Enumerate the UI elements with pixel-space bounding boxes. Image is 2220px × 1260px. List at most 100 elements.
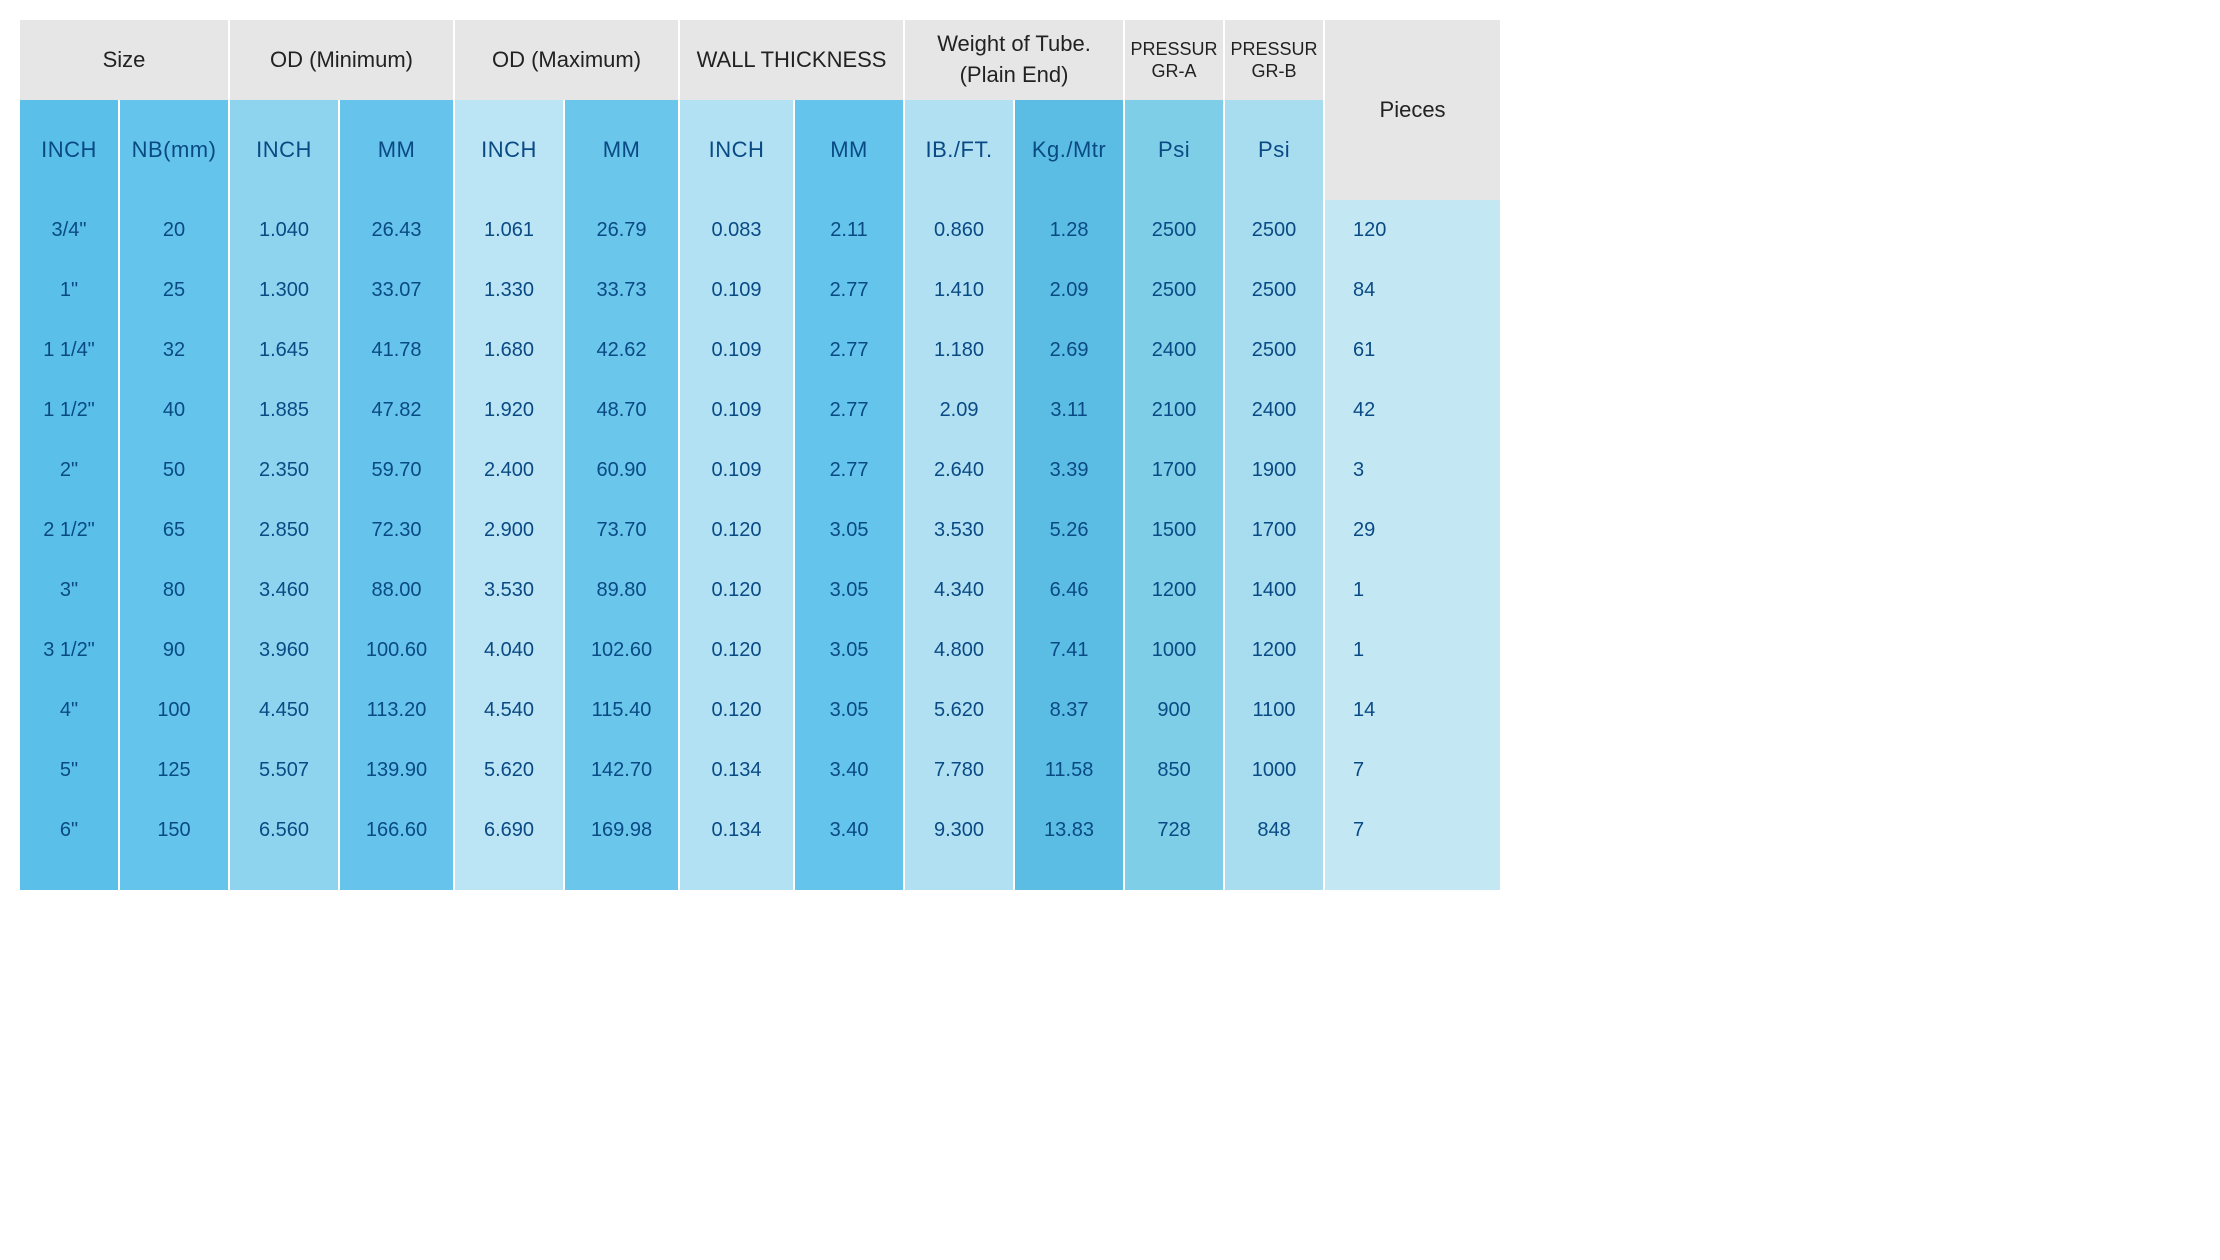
table-cell: 29 — [1325, 500, 1500, 560]
table-cell: 1.680 — [455, 320, 565, 380]
table-row-blank — [20, 860, 1500, 890]
header-group: WALL THICKNESS — [680, 20, 905, 100]
table-cell: 3.530 — [905, 500, 1015, 560]
table-cell: 33.73 — [565, 260, 680, 320]
table-cell: 4.340 — [905, 560, 1015, 620]
table-cell: 2 1/2" — [20, 500, 120, 560]
sub-header: IB./FT. — [905, 100, 1015, 200]
table-cell: 11.58 — [1015, 740, 1125, 800]
table-cell: 1 1/4" — [20, 320, 120, 380]
table-cell: 120 — [1325, 200, 1500, 260]
table-cell: 42 — [1325, 380, 1500, 440]
table-cell: 1.885 — [230, 380, 340, 440]
table-cell: 850 — [1125, 740, 1225, 800]
table-cell: 13.83 — [1015, 800, 1125, 860]
table-cell: 1700 — [1125, 440, 1225, 500]
table-cell-blank — [1015, 860, 1125, 890]
table-cell: 3.05 — [795, 500, 905, 560]
sub-header: INCH — [455, 100, 565, 200]
table-row: 3"803.46088.003.53089.800.1203.054.3406.… — [20, 560, 1500, 620]
table-cell: 0.134 — [680, 800, 795, 860]
table-cell-blank — [455, 860, 565, 890]
table-cell: 0.109 — [680, 380, 795, 440]
header-group: Weight of Tube.(Plain End) — [905, 20, 1125, 100]
table-cell: 1 1/2" — [20, 380, 120, 440]
table-cell: 5.620 — [905, 680, 1015, 740]
table-cell: 139.90 — [340, 740, 455, 800]
table-cell-blank — [795, 860, 905, 890]
table-row: 6"1506.560166.606.690169.980.1343.409.30… — [20, 800, 1500, 860]
table-cell: 169.98 — [565, 800, 680, 860]
table-cell: 2500 — [1125, 200, 1225, 260]
table-cell: 1.300 — [230, 260, 340, 320]
table-cell: 65 — [120, 500, 230, 560]
table-cell: 4.040 — [455, 620, 565, 680]
table-cell: 3.460 — [230, 560, 340, 620]
table-cell: 4.800 — [905, 620, 1015, 680]
sub-header: MM — [340, 100, 455, 200]
table-cell: 48.70 — [565, 380, 680, 440]
table-cell: 100 — [120, 680, 230, 740]
table-cell-blank — [340, 860, 455, 890]
table-cell-blank — [1225, 860, 1325, 890]
table-cell: 2100 — [1125, 380, 1225, 440]
sub-header: INCH — [230, 100, 340, 200]
table-row: 2"502.35059.702.40060.900.1092.772.6403.… — [20, 440, 1500, 500]
table-cell: 1.040 — [230, 200, 340, 260]
table-cell: 25 — [120, 260, 230, 320]
table-cell: 40 — [120, 380, 230, 440]
table-cell: 848 — [1225, 800, 1325, 860]
table-cell: 2.77 — [795, 440, 905, 500]
table-cell-blank — [1325, 860, 1500, 890]
table-row: 3 1/2"903.960100.604.040102.600.1203.054… — [20, 620, 1500, 680]
table-cell: 1 — [1325, 620, 1500, 680]
table-cell: 7 — [1325, 800, 1500, 860]
table-cell: 3.40 — [795, 800, 905, 860]
table-cell: 6.690 — [455, 800, 565, 860]
table-cell: 0.109 — [680, 440, 795, 500]
table-cell: 14 — [1325, 680, 1500, 740]
table-cell: 7 — [1325, 740, 1500, 800]
table-cell: 3.05 — [795, 560, 905, 620]
sub-header: INCH — [680, 100, 795, 200]
table-cell: 26.79 — [565, 200, 680, 260]
table-cell: 3 1/2" — [20, 620, 120, 680]
table-cell: 125 — [120, 740, 230, 800]
table-cell: 2500 — [1225, 320, 1325, 380]
pipe-spec-table: SizeOD (Minimum)OD (Maximum)WALL THICKNE… — [20, 20, 1500, 890]
table-cell: 5.507 — [230, 740, 340, 800]
table-cell: 89.80 — [565, 560, 680, 620]
table-cell: 2.77 — [795, 380, 905, 440]
table-cell: 102.60 — [565, 620, 680, 680]
table-cell: 166.60 — [340, 800, 455, 860]
table-cell: 1500 — [1125, 500, 1225, 560]
header-group: PRESSURGR-B — [1225, 20, 1325, 100]
table-cell: 3.39 — [1015, 440, 1125, 500]
table-cell: 61 — [1325, 320, 1500, 380]
table-cell: 2.69 — [1015, 320, 1125, 380]
table-cell: 2.350 — [230, 440, 340, 500]
table-cell: 3.40 — [795, 740, 905, 800]
table-cell: 1000 — [1225, 740, 1325, 800]
table-cell: 2500 — [1225, 260, 1325, 320]
table-body: 3/4"201.04026.431.06126.790.0832.110.860… — [20, 200, 1500, 890]
table-cell: 2500 — [1225, 200, 1325, 260]
table-cell: 3.530 — [455, 560, 565, 620]
table-cell: 0.083 — [680, 200, 795, 260]
sub-header: INCH — [20, 100, 120, 200]
table-cell-blank — [120, 860, 230, 890]
header-group: OD (Maximum) — [455, 20, 680, 100]
header-row-groups: SizeOD (Minimum)OD (Maximum)WALL THICKNE… — [20, 20, 1500, 100]
table-cell: 4" — [20, 680, 120, 740]
table-cell: 84 — [1325, 260, 1500, 320]
table-cell: 5" — [20, 740, 120, 800]
table-cell: 0.120 — [680, 620, 795, 680]
table-cell: 8.37 — [1015, 680, 1125, 740]
header-row-sub: INCHNB(mm)INCHMMINCHMMINCHMMIB./FT.Kg./M… — [20, 100, 1500, 200]
table-cell: 47.82 — [340, 380, 455, 440]
table-cell-blank — [20, 860, 120, 890]
table-cell-blank — [680, 860, 795, 890]
table-row: 4"1004.450113.204.540115.400.1203.055.62… — [20, 680, 1500, 740]
table-cell: 1 — [1325, 560, 1500, 620]
table-cell: 1900 — [1225, 440, 1325, 500]
